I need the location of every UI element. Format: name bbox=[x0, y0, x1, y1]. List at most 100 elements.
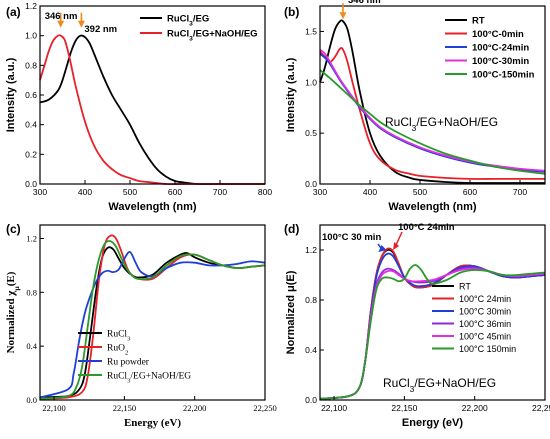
y-tick-label: 0.5 bbox=[305, 128, 317, 138]
legend-label: 100°C-30min bbox=[472, 56, 529, 67]
series-line-3 bbox=[39, 240, 266, 400]
y-tick-label: 0.0 bbox=[305, 395, 317, 405]
y-tick-label: 1.2 bbox=[25, 1, 37, 11]
panel-d: 22,100 22,150 22,200 22,250 0.0 0.4 0.8 1.2 Ener… bbox=[284, 222, 550, 429]
panel-label: (a) bbox=[6, 5, 21, 19]
annotation-label: 346 nm bbox=[45, 11, 78, 22]
x-tick-label: 500 bbox=[413, 187, 427, 197]
x-tick-label: 22,100 bbox=[42, 403, 65, 413]
annotation-arrowhead bbox=[77, 20, 85, 28]
annotation-label: 392 nm bbox=[84, 24, 117, 35]
x-tick-label: 600 bbox=[463, 187, 477, 197]
legend-label: 100°C-150min bbox=[472, 70, 535, 81]
legend-label: 100°C 24min bbox=[459, 294, 511, 304]
y-tick-label: 1.5 bbox=[305, 26, 317, 36]
y-axis-title: Intensity (a.u.) bbox=[285, 57, 297, 132]
x-tick-label: 600 bbox=[168, 187, 182, 197]
y-tick-label: 0.0 bbox=[26, 395, 37, 405]
series-line-4 bbox=[319, 69, 546, 175]
y-axis-title: Intensity (a.u.) bbox=[5, 57, 17, 132]
y-axis-title: Normalized μ(E) bbox=[285, 270, 297, 354]
sample-annotation: RuCl3/EG+NaOH/EG bbox=[383, 376, 496, 394]
annotation-arrowhead bbox=[393, 242, 400, 250]
x-tick-label: 400 bbox=[78, 187, 92, 197]
legend-label: RuCl3/EG bbox=[167, 14, 209, 28]
legend: RT 100°C-0min 100°C-24min 100°C-30min 100°C-… bbox=[445, 16, 535, 81]
x-tick-label: 22,150 bbox=[391, 403, 417, 413]
x-tick-label: 300 bbox=[33, 187, 47, 197]
panel-b: 300 400 500 600 700 0.0 0.5 1.0 1.5 Wavelength (n… bbox=[284, 0, 546, 213]
legend-label: RuCl3 bbox=[107, 330, 131, 343]
sample-annotation: RuCl3/EG+NaOH/EG bbox=[385, 115, 498, 133]
plot-frame bbox=[319, 224, 546, 401]
x-tick-label: 500 bbox=[123, 187, 137, 197]
y-tick-label: 0.6 bbox=[25, 90, 37, 100]
x-axis-title: Energy (eV) bbox=[402, 417, 463, 429]
legend-label: 100°C 30min bbox=[459, 307, 511, 317]
y-tick-label: 0.4 bbox=[25, 120, 37, 130]
legend: RT 100°C 24min 100°C 30min 100°C 36min 100°C… bbox=[432, 282, 516, 354]
y-tick-label: 0.8 bbox=[25, 60, 37, 70]
annotation-label: 100°C 30 min bbox=[322, 232, 381, 243]
annotation-label: 346 nm bbox=[348, 0, 381, 6]
panel-a: 300 400 500 600 700 800 0.0 0.2 0.4 0.6 0.8 1.0 1.2 W… bbox=[5, 1, 272, 213]
x-axis-title: Wavelength (nm) bbox=[388, 201, 477, 213]
series-line-2 bbox=[39, 250, 266, 399]
series-line-1 bbox=[39, 34, 265, 186]
y-tick-label: 1.0 bbox=[305, 77, 317, 87]
x-tick-label: 700 bbox=[513, 187, 527, 197]
series-line-5 bbox=[319, 264, 546, 400]
legend-label: Ru powder bbox=[107, 358, 150, 368]
series-group bbox=[39, 34, 265, 186]
x-tick-label: 700 bbox=[213, 187, 227, 197]
legend-label: RuCl3/EG+NaOH/EG bbox=[167, 29, 258, 43]
x-tick-label: 22,100 bbox=[321, 403, 347, 413]
x-tick-label: 22,250 bbox=[532, 403, 550, 413]
annotation-label: 100°C 24min bbox=[398, 222, 455, 233]
panel-c: 22,100 22,150 22,200 22,250 0.0 0.4 0.8 1.2 Ener… bbox=[5, 222, 277, 429]
y-tick-label: 1.2 bbox=[26, 233, 37, 243]
annotation-arrowhead bbox=[378, 245, 387, 252]
y-tick-label: 0.4 bbox=[26, 341, 37, 351]
y-tick-label: 0.0 bbox=[305, 179, 317, 189]
y-tick-label: 0.4 bbox=[305, 345, 317, 355]
y-tick-label: 0.8 bbox=[305, 295, 317, 305]
annotation-arrowhead bbox=[339, 12, 347, 20]
x-tick-label: 22,200 bbox=[183, 403, 206, 413]
y-tick-label: 0.8 bbox=[26, 287, 37, 297]
y-tick-label: 0.2 bbox=[25, 149, 37, 159]
legend-label: RuO2 bbox=[107, 344, 128, 357]
x-axis-title: Energy (eV) bbox=[124, 417, 181, 429]
x-tick-label: 22,200 bbox=[462, 403, 488, 413]
x-tick-label: 22,150 bbox=[113, 403, 136, 413]
legend-label: RuCl3/EG+NaOH/EG bbox=[107, 372, 191, 385]
plot-frame bbox=[39, 224, 266, 401]
panel-label: (b) bbox=[284, 5, 299, 19]
series-group bbox=[319, 247, 546, 400]
x-tick-label: 800 bbox=[258, 187, 272, 197]
x-tick-label: 22,250 bbox=[253, 403, 276, 413]
legend-label: 100°C 36min bbox=[459, 319, 511, 329]
series-line-0 bbox=[39, 34, 265, 186]
legend-label: 100°C-0min bbox=[472, 29, 524, 40]
y-axis-title: Normalized χμ(E) bbox=[5, 271, 21, 353]
x-tick-label: 300 bbox=[313, 187, 327, 197]
y-tick-label: 1.0 bbox=[25, 31, 37, 41]
panel-label: (d) bbox=[284, 222, 299, 236]
legend-label: RT bbox=[459, 282, 471, 292]
legend-label: 100°C 45min bbox=[459, 332, 511, 342]
legend-label: 100°C 150min bbox=[459, 344, 516, 354]
y-tick-label: 1.2 bbox=[305, 245, 317, 255]
y-tick-label: 0.0 bbox=[25, 179, 37, 189]
x-tick-label: 400 bbox=[363, 187, 377, 197]
panel-label: (c) bbox=[6, 222, 21, 236]
series-line-3 bbox=[319, 49, 546, 172]
annotation-arrowhead bbox=[57, 20, 65, 28]
x-axis-title: Wavelength (nm) bbox=[108, 201, 197, 213]
series-line-1 bbox=[319, 47, 545, 180]
legend-label: RT bbox=[472, 16, 485, 27]
plot-frame bbox=[319, 5, 546, 185]
